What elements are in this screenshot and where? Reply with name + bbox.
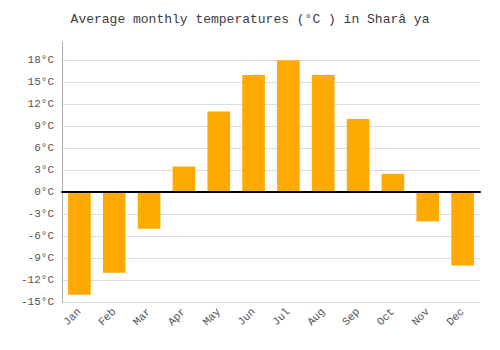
svg-text:Aug: Aug xyxy=(305,306,327,328)
svg-text:Jun: Jun xyxy=(235,306,257,328)
svg-text:18°C: 18°C xyxy=(28,54,55,66)
svg-text:-9°C: -9°C xyxy=(28,252,55,264)
svg-text:Nov: Nov xyxy=(410,305,433,328)
svg-text:15°C: 15°C xyxy=(28,76,55,88)
svg-text:Feb: Feb xyxy=(96,306,118,328)
svg-text:May: May xyxy=(201,305,224,328)
svg-text:0°C: 0°C xyxy=(34,186,54,198)
svg-text:Apr: Apr xyxy=(166,306,188,328)
svg-text:Oct: Oct xyxy=(375,306,397,328)
svg-text:12°C: 12°C xyxy=(28,98,55,110)
svg-text:6°C: 6°C xyxy=(34,142,54,154)
svg-text:Mar: Mar xyxy=(131,306,153,328)
svg-text:-3°C: -3°C xyxy=(28,208,55,220)
svg-text:9°C: 9°C xyxy=(34,120,54,132)
svg-text:-15°C: -15°C xyxy=(21,296,54,308)
svg-text:-6°C: -6°C xyxy=(28,230,55,242)
svg-text:3°C: 3°C xyxy=(34,164,54,176)
svg-text:Sep: Sep xyxy=(340,306,362,328)
svg-text:-12°C: -12°C xyxy=(21,274,54,286)
svg-text:Average monthly temperatures (: Average monthly temperatures (°C ) in Sh… xyxy=(71,12,430,27)
svg-text:Dec: Dec xyxy=(444,306,466,328)
svg-text:Jan: Jan xyxy=(61,306,83,328)
svg-text:Jul: Jul xyxy=(270,306,292,328)
